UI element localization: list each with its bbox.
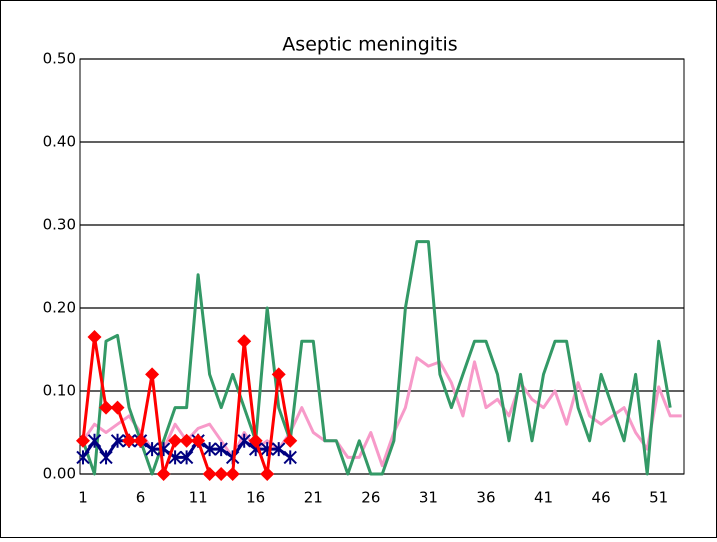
diamond-marker <box>122 433 137 448</box>
x-tick-label: 31 <box>419 489 438 507</box>
star-marker <box>214 442 228 457</box>
x-tick-label: 1 <box>78 489 88 507</box>
diamond-marker <box>87 330 102 345</box>
diamond-marker <box>133 433 148 448</box>
y-tick-label: 0.30 <box>43 216 76 234</box>
diamond-marker <box>145 367 160 382</box>
series-line <box>81 240 672 476</box>
y-tick-label: 0.50 <box>43 50 76 68</box>
x-tick-label: 36 <box>476 489 495 507</box>
star-marker <box>283 450 297 465</box>
diamond-marker <box>179 433 194 448</box>
chart-title: Aseptic meningitis <box>282 34 457 56</box>
diamond-marker <box>214 467 229 481</box>
x-tick-label: 16 <box>246 489 265 507</box>
diamond-marker <box>168 433 183 448</box>
star-marker <box>87 433 102 448</box>
star-marker <box>179 450 194 465</box>
x-tick-label: 51 <box>649 489 668 507</box>
x-tick-label: 6 <box>136 489 146 507</box>
diamond-marker <box>202 467 217 481</box>
x-tick-label: 26 <box>361 489 380 507</box>
diamond-marker <box>99 400 114 415</box>
star-marker <box>99 450 113 465</box>
y-tick-label: 0.40 <box>43 133 76 151</box>
diamond-marker <box>283 433 298 448</box>
x-tick-label: 21 <box>304 489 323 507</box>
x-tick-label: 11 <box>189 489 208 507</box>
star-marker <box>110 433 125 448</box>
diamond-marker <box>76 433 90 448</box>
diamond-marker <box>156 467 171 481</box>
star-marker <box>237 433 251 448</box>
star-marker <box>202 442 217 457</box>
y-tick-label: 0.00 <box>43 465 76 483</box>
y-tick-label: 0.20 <box>43 299 76 317</box>
diamond-marker <box>110 400 125 415</box>
diamond-marker <box>225 467 240 481</box>
diamond-marker <box>237 334 252 349</box>
star-marker <box>145 442 159 457</box>
series-line <box>81 356 682 468</box>
y-tick-label: 0.10 <box>43 382 76 400</box>
diamond-marker <box>248 433 263 448</box>
star-marker <box>272 442 286 457</box>
x-tick-label: 41 <box>534 489 553 507</box>
star-marker <box>76 450 90 465</box>
x-tick-label: 46 <box>592 489 611 507</box>
diamond-marker <box>260 467 275 481</box>
diamond-marker <box>271 367 286 382</box>
plot-area <box>79 58 685 475</box>
diamond-marker <box>191 433 206 448</box>
